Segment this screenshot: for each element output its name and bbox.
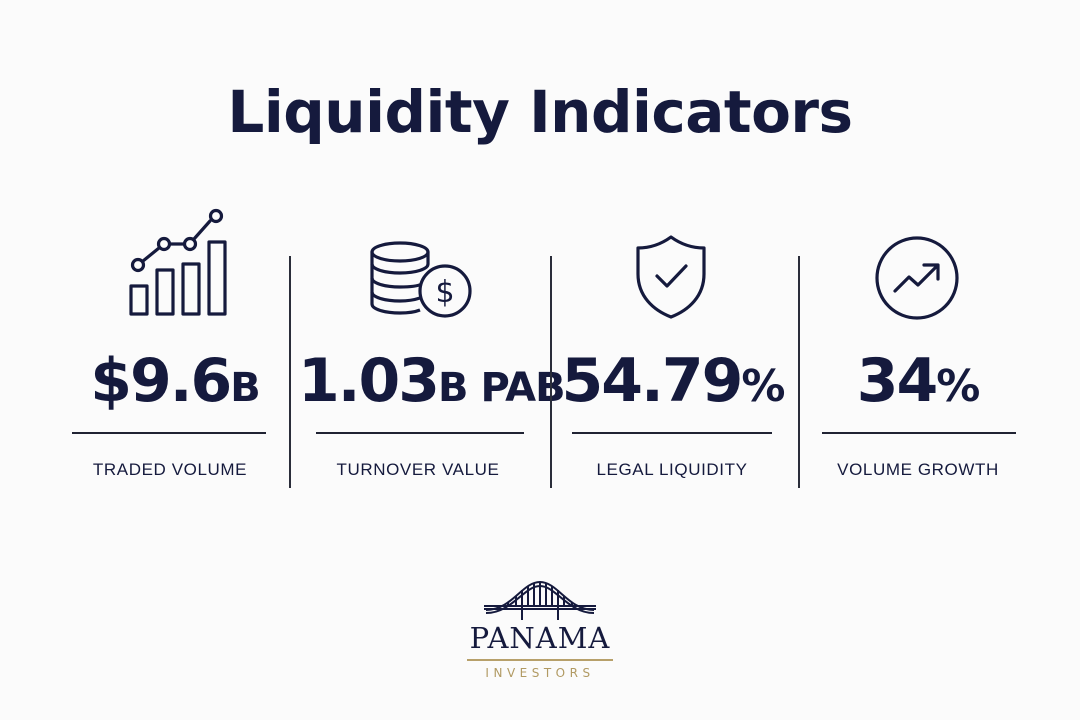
turnover-value-amount: 1.03	[298, 346, 440, 416]
trend-up-circle-icon	[874, 235, 960, 321]
traded-volume-unit: B	[230, 365, 260, 411]
traded-volume-value: $9.6B	[60, 346, 290, 416]
traded-volume-rule	[72, 432, 266, 434]
legal-liquidity-label: LEGAL LIQUIDITY	[596, 460, 748, 479]
volume-growth-label: VOLUME GROWTH	[837, 460, 999, 479]
traded-volume-amount: $9.6	[90, 346, 232, 416]
legal-liquidity-unit: %	[741, 361, 785, 412]
column-divider	[798, 256, 800, 488]
bar-chart-growth-icon	[128, 208, 230, 318]
volume-growth-rule	[822, 432, 1016, 434]
turnover-value-rule	[316, 432, 524, 434]
bridge-logo-icon	[484, 580, 596, 620]
brand-underline	[467, 659, 613, 661]
legal-liquidity-rule	[572, 432, 772, 434]
brand-logo: PANAMA INVESTORS	[440, 576, 640, 679]
volume-growth-unit: %	[936, 361, 980, 412]
legal-liquidity-amount: 54.79	[561, 346, 744, 416]
turnover-value-label: TURNOVER VALUE	[336, 460, 500, 479]
brand-tagline: INVESTORS	[485, 666, 595, 680]
coin-stack-dollar-icon: $	[368, 240, 474, 322]
column-divider	[550, 256, 552, 488]
turnover-value-value: 1.03B PAB	[298, 346, 566, 416]
volume-growth-value: 34%	[810, 346, 1026, 416]
volume-growth-amount: 34	[856, 346, 938, 416]
legal-liquidity-value: 54.79%	[560, 346, 786, 416]
page-title: Liquidity Indicators	[227, 78, 853, 146]
svg-text:$: $	[435, 275, 454, 310]
turnover-value-unit: B PAB	[438, 365, 566, 411]
traded-volume-label: TRADED VOLUME	[92, 460, 248, 479]
column-divider	[289, 256, 291, 488]
shield-check-icon	[634, 234, 708, 320]
brand-name: PANAMA	[469, 621, 611, 655]
